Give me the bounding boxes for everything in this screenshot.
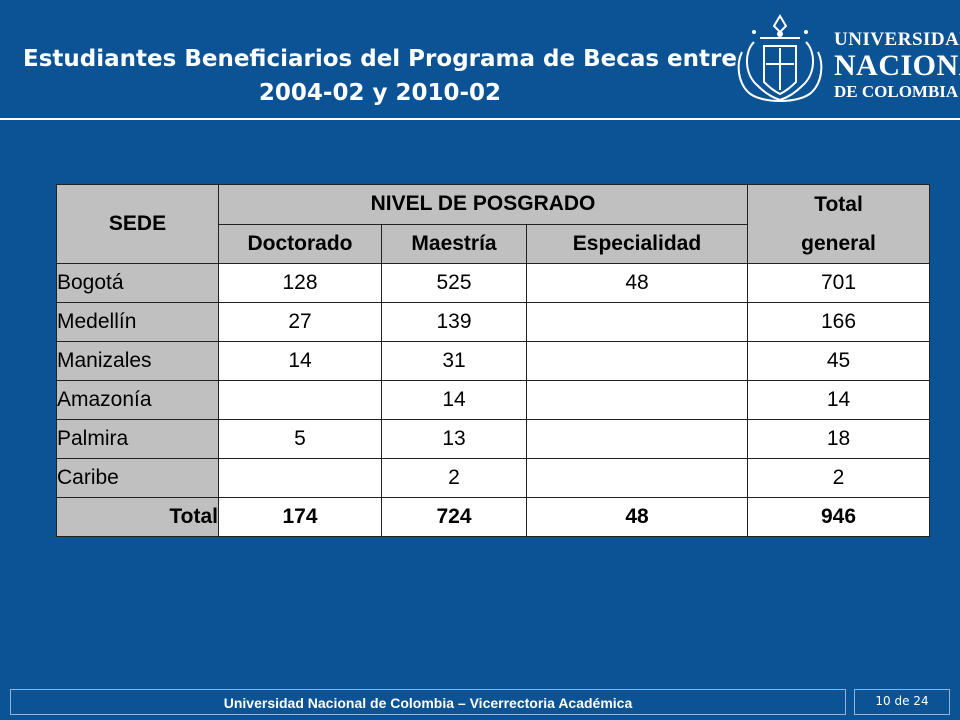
total-especialidad: 48 [526,497,748,537]
row-total: 45 [747,341,930,381]
table-row: Amazonía 14 14 [56,380,930,420]
table-row: Bogotá 128 525 48 701 [56,263,930,303]
total-maestria: 724 [381,497,527,537]
header-nivel-posgrado: NIVEL DE POSGRADO [218,184,748,225]
row-doctorado [218,380,382,420]
logo-line1: UNIVERSIDAD [834,29,960,50]
logo-line3: DE COLOMBIA [834,82,959,101]
header-total-line1: Total [814,193,863,216]
row-especialidad [526,380,748,420]
row-doctorado [218,458,382,498]
logo-wordmark: UNIVERSIDAD NACIONAL DE COLOMBIA [834,30,960,100]
header-total-general: Total general [747,184,930,264]
row-sede: Manizales [56,341,219,381]
row-maestria: 525 [381,263,527,303]
row-sede: Medellín [56,302,219,342]
header-total-line2: general [801,232,876,255]
row-maestria: 13 [381,419,527,459]
scholarship-table: SEDE NIVEL DE POSGRADO Total general Doc… [56,184,930,537]
header-especialidad: Especialidad [526,223,748,264]
row-especialidad [526,302,748,342]
row-sede: Palmira [56,419,219,459]
row-total: 18 [747,419,930,459]
row-maestria: 2 [381,458,527,498]
slide-title-line2: 2004-02 y 2010-02 [258,80,502,106]
row-total: 701 [747,263,930,303]
header-maestria: Maestría [381,223,527,264]
total-label: Total [56,497,219,537]
row-sede: Bogotá [56,263,219,303]
row-total: 166 [747,302,930,342]
slide-title: Estudiantes Beneficiarios del Programa d… [10,42,750,110]
university-logo: UNIVERSIDAD NACIONAL DE COLOMBIA [730,8,960,112]
university-seal-icon [737,14,823,102]
row-especialidad [526,419,748,459]
row-doctorado: 27 [218,302,382,342]
page-number: 10 de 24 [854,689,950,715]
row-doctorado: 5 [218,419,382,459]
row-maestria: 139 [381,302,527,342]
header-sede: SEDE [56,184,219,264]
title-divider [0,118,960,120]
table-row: Caribe 2 2 [56,458,930,498]
row-maestria: 31 [381,341,527,381]
table-row: Medellín 27 139 166 [56,302,930,342]
header-doctorado: Doctorado [218,223,382,264]
row-doctorado: 128 [218,263,382,303]
total-doctorado: 174 [218,497,382,537]
row-especialidad: 48 [526,263,748,303]
table-row: Palmira 5 13 18 [56,419,930,459]
row-sede: Caribe [56,458,219,498]
row-maestria: 14 [381,380,527,420]
row-especialidad [526,341,748,381]
slide-title-line1: Estudiantes Beneficiarios del Programa d… [23,46,737,72]
row-doctorado: 14 [218,341,382,381]
total-general: 946 [747,497,930,537]
row-especialidad [526,458,748,498]
table-row: Manizales 14 31 45 [56,341,930,381]
footer-institution: Universidad Nacional de Colombia – Vicer… [10,689,846,715]
row-total: 2 [747,458,930,498]
table-total-row: Total 174 724 48 946 [56,497,930,537]
logo-line2: NACIONAL [834,49,960,82]
row-total: 14 [747,380,930,420]
row-sede: Amazonía [56,380,219,420]
